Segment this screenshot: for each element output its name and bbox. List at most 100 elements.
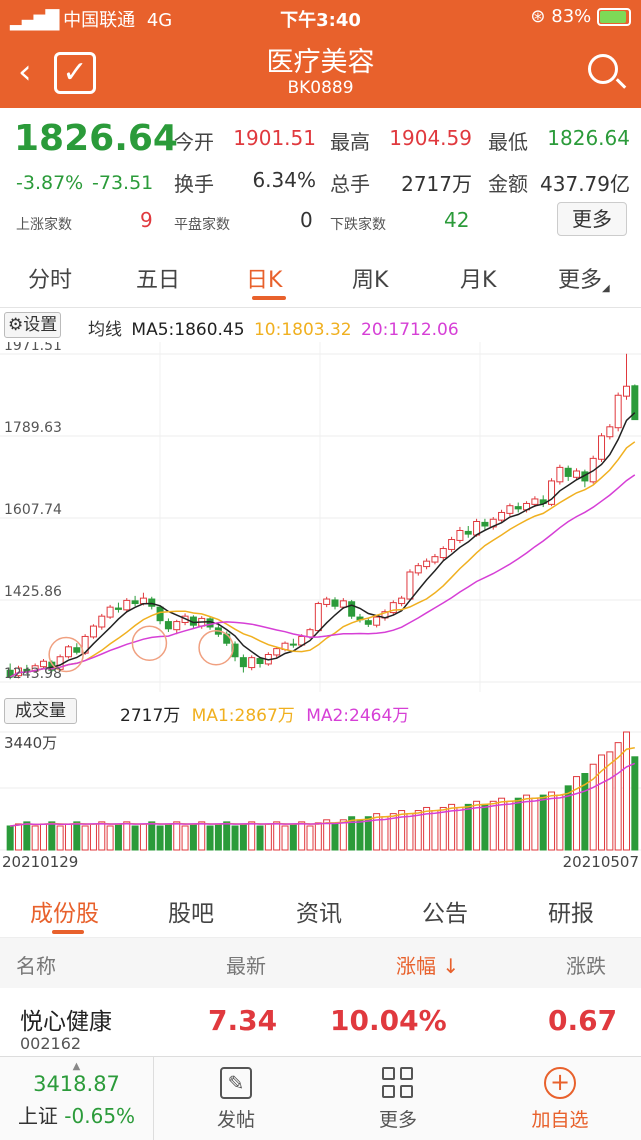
ma10-value: 10:1803.32	[253, 320, 352, 340]
carrier-text: 中国联通	[63, 10, 136, 31]
candle	[464, 526, 472, 538]
add-watchlist-button[interactable]: + 加自选	[500, 1057, 620, 1140]
volume-bar	[131, 825, 139, 851]
tab-five-day[interactable]: 五日	[136, 268, 181, 293]
more-menu-button[interactable]: 更多	[338, 1057, 458, 1140]
volume-bar	[431, 810, 439, 851]
col-latest[interactable]: 最新	[226, 954, 266, 978]
flat-count-label: 平盘家数	[174, 217, 230, 233]
post-button[interactable]: ✎ 发帖	[176, 1057, 296, 1140]
volume-bar	[548, 791, 556, 851]
candle	[606, 424, 614, 440]
low-value: 1826.64	[547, 126, 630, 150]
stock-change: 0.67	[548, 1004, 618, 1037]
volume-bar	[306, 825, 314, 851]
tab-intraday[interactable]: 分时	[28, 268, 73, 293]
tab-constituents[interactable]: 成份股	[30, 901, 99, 927]
col-pct[interactable]: 涨幅 ↓	[396, 954, 460, 978]
candle	[331, 597, 339, 610]
candle	[623, 353, 631, 400]
volume-bar	[39, 823, 47, 851]
chart-area[interactable]: ⚙设置 均线 MA5:1860.45 10:1803.32 20:1712.06…	[0, 308, 641, 878]
ma5-value: MA5:1860.45	[131, 320, 245, 340]
candle	[548, 478, 556, 507]
index-widget[interactable]: ▲ 3418.87 上证 -0.65%	[0, 1057, 154, 1140]
volume-indicator-button[interactable]: 成交量	[4, 698, 77, 724]
candle	[164, 618, 172, 632]
up-count-label: 上涨家数	[16, 217, 72, 233]
candle	[456, 526, 464, 544]
volume-bar	[573, 776, 581, 851]
start-date: 20210129	[2, 853, 79, 871]
volume-bar	[323, 819, 331, 851]
index-pct: -0.65%	[64, 1104, 136, 1128]
volume-bar	[31, 825, 39, 851]
amount-value: 437.79亿	[540, 172, 630, 196]
volume-bar	[23, 821, 31, 851]
volume-current: 2717万	[120, 706, 181, 726]
ma10-line	[9, 441, 636, 678]
volume-bar	[364, 816, 372, 851]
volume-chart[interactable]	[0, 728, 641, 852]
tab-forum[interactable]: 股吧	[168, 901, 214, 927]
candle	[273, 646, 281, 658]
more-button[interactable]: 更多	[557, 202, 627, 236]
volume-ma2: MA2:2464万	[306, 706, 410, 726]
chart-settings-button[interactable]: ⚙设置	[4, 312, 62, 338]
tab-daily-k[interactable]: 日K	[246, 268, 283, 293]
open-label: 今开	[174, 130, 214, 154]
candle	[398, 595, 406, 607]
candle	[406, 569, 414, 601]
index-value: 3418.87	[33, 1072, 120, 1096]
volume-bar	[231, 825, 239, 851]
volume-bar	[523, 794, 531, 851]
ma20-line	[9, 474, 636, 678]
volume-bar	[173, 821, 181, 851]
candle	[173, 619, 181, 635]
list-header: 名称 最新 涨幅 ↓ 涨跌	[0, 938, 641, 988]
volume-bar	[281, 825, 289, 851]
add-label: 加自选	[531, 1109, 589, 1131]
col-name[interactable]: 名称	[16, 954, 56, 978]
flat-count: 0	[300, 208, 313, 232]
header: ▂▄▆█ 中国联通 4G 下午3:40 ⊛ 83% ‹ ✓ 医疗美容 BK088…	[0, 0, 641, 108]
edit-icon: ✎	[220, 1067, 252, 1099]
volume-bar	[481, 803, 489, 851]
index-name: 上证	[17, 1104, 58, 1128]
volume-bar	[406, 813, 414, 851]
volume-bar	[264, 823, 272, 851]
network-text: 4G	[146, 10, 173, 31]
volume-bar	[298, 821, 306, 851]
volume-bar	[123, 821, 131, 851]
volume-bar	[189, 823, 197, 851]
tab-news[interactable]: 资讯	[296, 901, 342, 927]
volume-bar	[81, 825, 89, 851]
ma5-line	[9, 412, 636, 678]
volume-ma-line	[10, 762, 636, 827]
tab-active-indicator	[252, 296, 286, 300]
candle	[614, 392, 622, 432]
checkbox-add-icon[interactable]: ✓	[54, 52, 96, 94]
tab-announcements[interactable]: 公告	[422, 901, 468, 927]
more-label: 更多	[378, 1109, 417, 1131]
candlestick-chart[interactable]: 1971.51 1789.63 1607.74 1425.86 1243.98	[0, 342, 641, 692]
tab-reports[interactable]: 研报	[548, 901, 594, 927]
tab-weekly-k[interactable]: 周K	[352, 268, 389, 293]
settings-label: 设置	[23, 315, 58, 335]
back-button[interactable]: ‹	[18, 52, 32, 92]
candle	[89, 624, 97, 639]
col-change[interactable]: 涨跌	[566, 954, 606, 978]
ma-legend: 均线 MA5:1860.45 10:1803.32 20:1712.06	[88, 315, 459, 340]
volume-bar	[539, 794, 547, 851]
tab-monthly-k[interactable]: 月K	[460, 268, 497, 293]
tab-more[interactable]: 更多◢	[558, 262, 610, 294]
expand-up-icon: ▲	[72, 1061, 81, 1072]
volume-bar	[114, 823, 122, 851]
volume-bar	[373, 813, 381, 851]
volume-bar	[64, 823, 72, 851]
table-row[interactable]: 悦心健康 002162 7.34 10.04% 0.67	[0, 988, 641, 1056]
volume-bar	[331, 822, 339, 851]
search-icon[interactable]	[588, 54, 627, 89]
volume-bar	[56, 825, 64, 851]
candle	[73, 643, 81, 655]
